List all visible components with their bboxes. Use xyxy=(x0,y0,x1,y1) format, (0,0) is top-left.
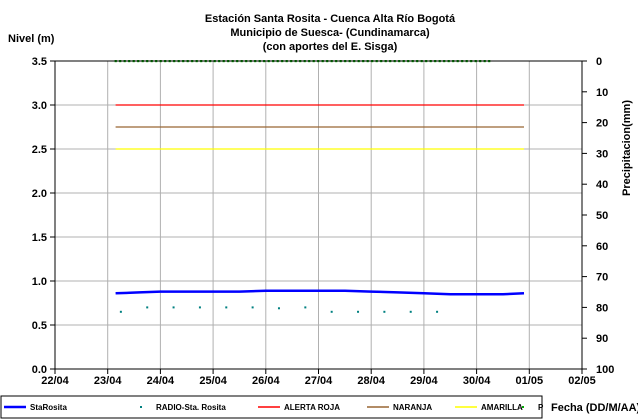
y2-tick-label: 70 xyxy=(596,272,608,284)
chart-title-line-1: Estación Santa Rosita - Cuenca Alta Río … xyxy=(205,13,456,25)
y2-tick-label: 30 xyxy=(596,148,608,160)
y2-axis-label: Precipitacion(mm) xyxy=(621,100,633,196)
y-tick-label: 3.0 xyxy=(32,100,47,112)
y2-tick-label: 90 xyxy=(596,333,608,345)
series-point-radio-sta-rosita xyxy=(357,310,360,313)
x-tick-label: 26/04 xyxy=(252,375,280,387)
legend: StaRosita RADIO-Sta. Rosita ALERTA ROJA NAR… xyxy=(0,395,544,419)
legend-label-starosita: StaRosita xyxy=(30,403,67,412)
legend-label-naranja: NARANJA xyxy=(393,403,432,412)
y2-tick-label: 100 xyxy=(596,364,614,376)
y2-axis: 0 10 20 30 40 50 60 70 80 90 100 xyxy=(582,56,614,376)
plot-area xyxy=(54,60,583,370)
series-point-radio-sta-rosita xyxy=(383,310,386,313)
legend-swatch-p xyxy=(522,406,524,408)
series-point-radio-sta-rosita xyxy=(198,306,201,309)
x-tick-label: 23/04 xyxy=(94,375,122,387)
legend-label-p: P xyxy=(538,403,544,412)
legend-label-alerta-roja: ALERTA ROJA xyxy=(284,403,340,412)
series-point-radio-sta-rosita xyxy=(225,306,228,309)
y2-tick-label: 20 xyxy=(596,118,608,130)
x-tick-label: 29/04 xyxy=(410,375,438,387)
y-tick-label: 1.0 xyxy=(32,276,47,288)
y-axis: 0.0 0.5 1.0 1.5 2.0 2.5 3.0 3.5 xyxy=(32,56,55,376)
x-tick-label: 24/04 xyxy=(147,375,175,387)
chart-title-line-2: Municipio de Suesca- (Cundinamarca) xyxy=(230,27,430,39)
legend-swatch-radio-sta-rosita xyxy=(140,406,142,408)
y-axis-label: Nivel (m) xyxy=(8,33,55,45)
legend-label-radio-sta-rosita: RADIO-Sta. Rosita xyxy=(156,403,226,412)
y2-tick-label: 40 xyxy=(596,179,608,191)
y-tick-label: 2.0 xyxy=(32,188,47,200)
x-tick-label: 01/05 xyxy=(516,375,544,387)
x-axis-label: Fecha (DD/M/AA) xyxy=(551,402,638,414)
chart-title-line-3: (con aportes del E. Sisga) xyxy=(263,41,398,53)
series-point-radio-sta-rosita xyxy=(251,306,254,309)
y2-tick-label: 0 xyxy=(596,56,602,68)
x-tick-label: 02/05 xyxy=(568,375,596,387)
x-tick-label: 25/04 xyxy=(199,375,227,387)
grid xyxy=(55,61,582,369)
x-tick-label: 30/04 xyxy=(463,375,491,387)
x-tick-label: 22/04 xyxy=(41,375,69,387)
series-point-radio-sta-rosita xyxy=(330,310,333,313)
series-line-starosita xyxy=(115,289,525,296)
series-point-radio-sta-rosita xyxy=(409,310,412,313)
x-axis: 22/04 23/04 24/04 25/04 26/04 27/04 28/04 29/04… xyxy=(41,369,596,387)
series-point-radio-sta-rosita xyxy=(304,306,307,309)
series-point-radio-sta-rosita xyxy=(172,306,175,309)
y2-tick-label: 10 xyxy=(596,87,608,99)
y-tick-label: 2.5 xyxy=(32,144,47,156)
series-point-radio-sta-rosita xyxy=(277,307,280,310)
series-point-radio-sta-rosita xyxy=(146,306,149,309)
y2-tick-label: 80 xyxy=(596,302,608,314)
y-tick-label: 1.5 xyxy=(32,232,47,244)
y2-tick-label: 50 xyxy=(596,210,608,222)
x-tick-label: 27/04 xyxy=(305,375,333,387)
x-tick-label: 28/04 xyxy=(357,375,385,387)
y-tick-label: 3.5 xyxy=(32,56,47,68)
y2-tick-label: 60 xyxy=(596,241,608,253)
legend-label-amarilla: AMARILLA xyxy=(481,403,523,412)
series-point-radio-sta-rosita xyxy=(436,310,439,313)
chart-title: Estación Santa Rosita - Cuenca Alta Río … xyxy=(205,13,456,53)
y-tick-label: 0.0 xyxy=(32,364,47,376)
y-tick-label: 0.5 xyxy=(32,320,47,332)
series-point-radio-sta-rosita xyxy=(119,310,122,313)
series-layer xyxy=(114,60,525,313)
